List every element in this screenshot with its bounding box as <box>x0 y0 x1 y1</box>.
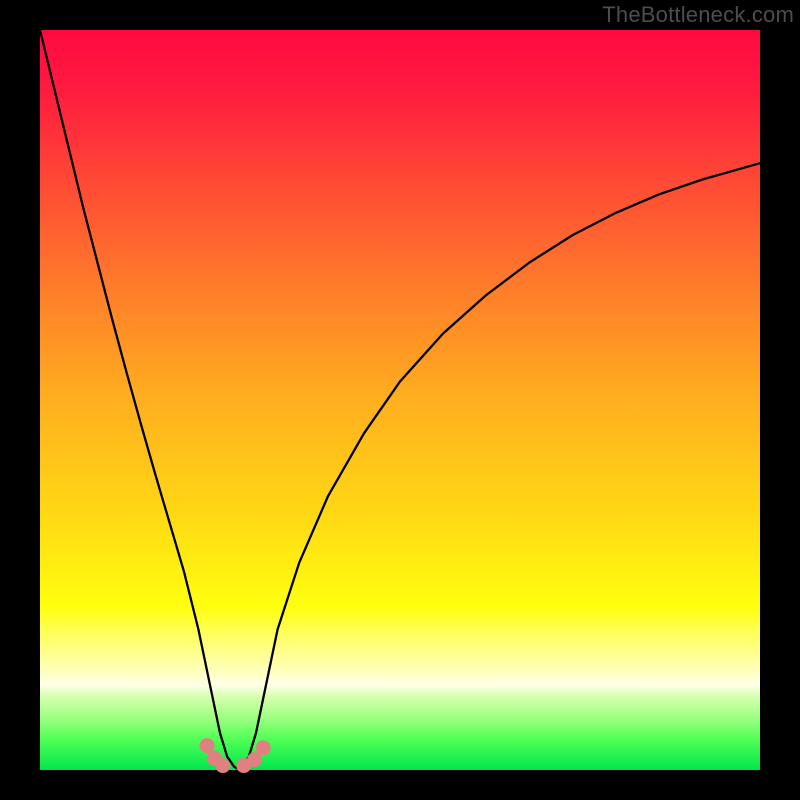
watermark-text: TheBottleneck.com <box>602 2 794 28</box>
bottleneck-marker <box>215 758 230 773</box>
bottleneck-marker <box>200 738 215 753</box>
bottleneck-marker <box>256 740 271 755</box>
plot-background <box>40 30 760 770</box>
bottleneck-chart <box>0 0 800 800</box>
